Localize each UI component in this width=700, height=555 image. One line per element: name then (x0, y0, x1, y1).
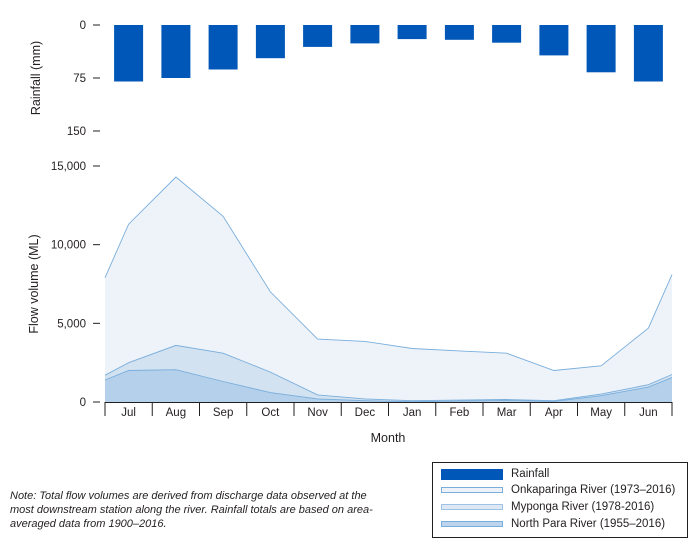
rainfall-y-ticks: 0 75 150 (67, 20, 100, 138)
month-label-jun: Jun (639, 407, 658, 419)
rainfall-tick-label: 0 (80, 20, 86, 32)
month-label-oct: Oct (261, 407, 280, 419)
flow-line-1 (104, 344, 673, 402)
flow-axis-title: Flow volume (ML) (27, 234, 41, 333)
legend-label-myponga: Myponga River (1978-2016) (511, 501, 655, 513)
legend: Rainfall Onkaparinga River (1973–2016) M… (432, 462, 688, 538)
rainfall-bar-jul (114, 25, 144, 82)
legend-item-onkaparinga: Onkaparinga River (1973–2016) (441, 483, 675, 497)
legend-label-north-para: North Para River (1955–2016) (511, 518, 666, 530)
flow-tick-label: 15,000 (51, 161, 86, 173)
month-label-jan: Jan (403, 407, 422, 419)
rainfall-bar-aug (161, 25, 191, 78)
flow-y-ticks: 0 5,000 10,000 15,000 (51, 161, 100, 409)
rainfall-bar-oct (255, 25, 285, 59)
flow-area-2 (105, 369, 672, 402)
month-label-mar: Mar (497, 407, 517, 419)
month-label-apr: Apr (545, 407, 563, 419)
month-label-jul: Jul (121, 407, 136, 419)
rainfall-bar-jun (633, 25, 663, 82)
rainfall-tick-label: 150 (67, 126, 86, 138)
flow-tick-label: 0 (80, 397, 86, 409)
legend-item-rainfall: Rainfall (441, 467, 549, 481)
month-label-may: May (590, 407, 612, 419)
flow-tick-label: 10,000 (51, 240, 86, 252)
rainfall-tick-label: 75 (73, 73, 86, 85)
month-ticks: Jul Aug Sep Oct Nov Dec Jan Feb Mar Apr May Jun (104, 402, 673, 419)
legend-swatch-north-para (441, 521, 503, 527)
flow-tick-label: 5,000 (57, 318, 86, 330)
flow-area-0 (105, 177, 672, 402)
legend-swatch-onkaparinga (441, 487, 503, 493)
legend-item-myponga: Myponga River (1978-2016) (441, 500, 654, 514)
rainfall-bar-may (586, 25, 616, 73)
footnote: Note: Total flow volumes are derived fro… (10, 490, 373, 530)
legend-swatch-rainfall (441, 468, 503, 480)
month-label-nov: Nov (307, 407, 328, 419)
month-label-feb: Feb (449, 407, 469, 419)
flow-areas (104, 176, 673, 403)
month-label-aug: Aug (166, 407, 186, 419)
rainfall-bar-jan (397, 25, 427, 40)
flow-line-2 (104, 369, 673, 403)
legend-item-north-para: North Para River (1955–2016) (441, 517, 665, 531)
rainfall-bars (114, 25, 663, 82)
rainfall-axis-title: Rainfall (mm) (29, 41, 43, 115)
rainfall-bar-feb (444, 25, 474, 40)
legend-label-rainfall: Rainfall (511, 468, 550, 480)
rainfall-bar-nov (303, 25, 333, 47)
month-label-sep: Sep (213, 407, 233, 419)
rainfall-bar-mar (492, 25, 522, 43)
legend-label-onkaparinga: Onkaparinga River (1973–2016) (511, 484, 676, 496)
month-label-dec: Dec (355, 407, 376, 419)
rainfall-bar-sep (208, 25, 238, 70)
rainfall-bar-dec (350, 25, 380, 44)
flow-line-0 (104, 176, 673, 371)
legend-swatch-myponga (441, 504, 503, 510)
rainfall-bar-apr (539, 25, 569, 56)
x-axis-title: Month (371, 431, 406, 445)
